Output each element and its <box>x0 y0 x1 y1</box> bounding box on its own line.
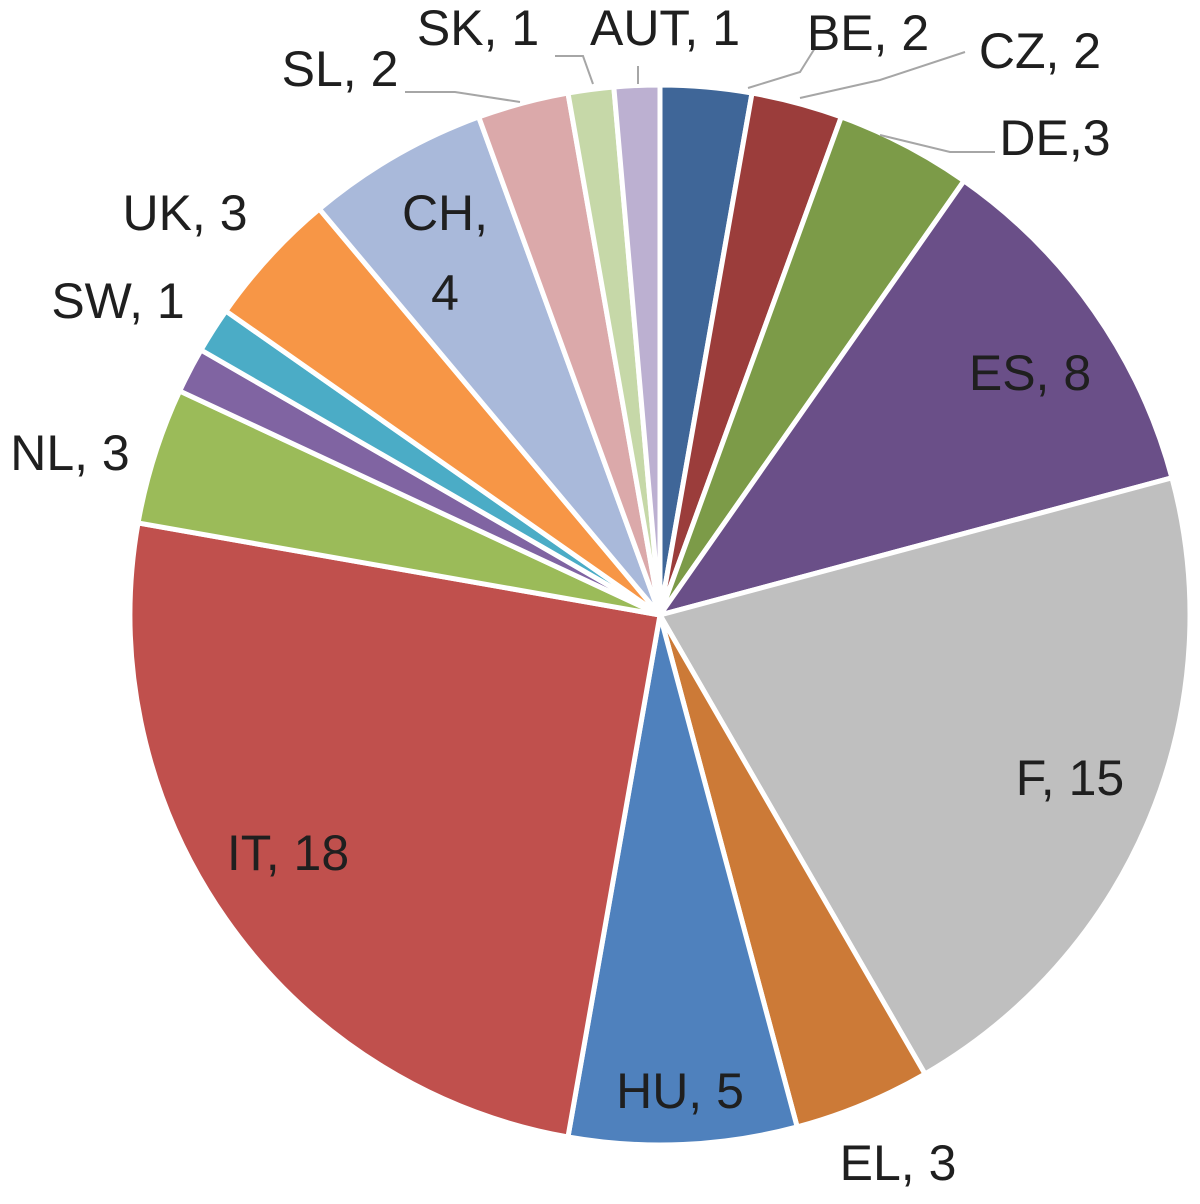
leader-line <box>799 51 966 99</box>
pie-slice <box>565 612 800 1148</box>
slice-label: F, 15 <box>1016 750 1124 806</box>
pie-slice <box>611 82 663 618</box>
slice-label: SW, 1 <box>51 273 184 329</box>
slice-label: SK, 1 <box>417 0 539 56</box>
slice-labels: BE, 2 CZ, 2 DE,3 ES, 8 F, 15 EL, 3 HU, 5 IT, 18… <box>10 0 1124 1191</box>
leader-lines <box>405 47 995 153</box>
pie-slice <box>657 475 1193 1077</box>
slice-label: DE,3 <box>999 110 1110 166</box>
leader-line <box>405 91 521 103</box>
slice-label: BE, 2 <box>807 5 929 61</box>
slice-label: SL, 2 <box>282 41 399 97</box>
leader-line <box>879 134 995 153</box>
slice-label: EL, 3 <box>840 1135 957 1191</box>
slice-label: NL, 3 <box>10 425 130 481</box>
slice-label: IT, 18 <box>227 825 349 881</box>
slice-label: ES, 8 <box>969 345 1091 401</box>
slice-label: UK, 3 <box>122 185 247 241</box>
slice-label: AUT, 1 <box>590 0 740 56</box>
pie-slices <box>127 82 1193 1148</box>
leader-line <box>555 55 594 85</box>
leader-line <box>747 47 816 89</box>
pie-slice <box>657 178 1175 618</box>
pie-slice <box>127 520 663 1140</box>
slice-label: CZ, 2 <box>979 23 1101 79</box>
slice-label: CH, 4 <box>402 185 488 321</box>
pie-slice <box>316 114 663 618</box>
slice-label: HU, 5 <box>616 1063 744 1119</box>
